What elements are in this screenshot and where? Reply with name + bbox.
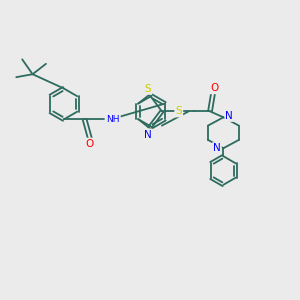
Text: O: O [210,83,219,93]
Text: N: N [226,111,233,121]
Text: S: S [176,106,182,116]
Text: N: N [144,130,152,140]
Text: S: S [145,84,151,94]
Text: O: O [86,139,94,149]
Text: N: N [213,143,221,153]
Text: NH: NH [106,115,120,124]
